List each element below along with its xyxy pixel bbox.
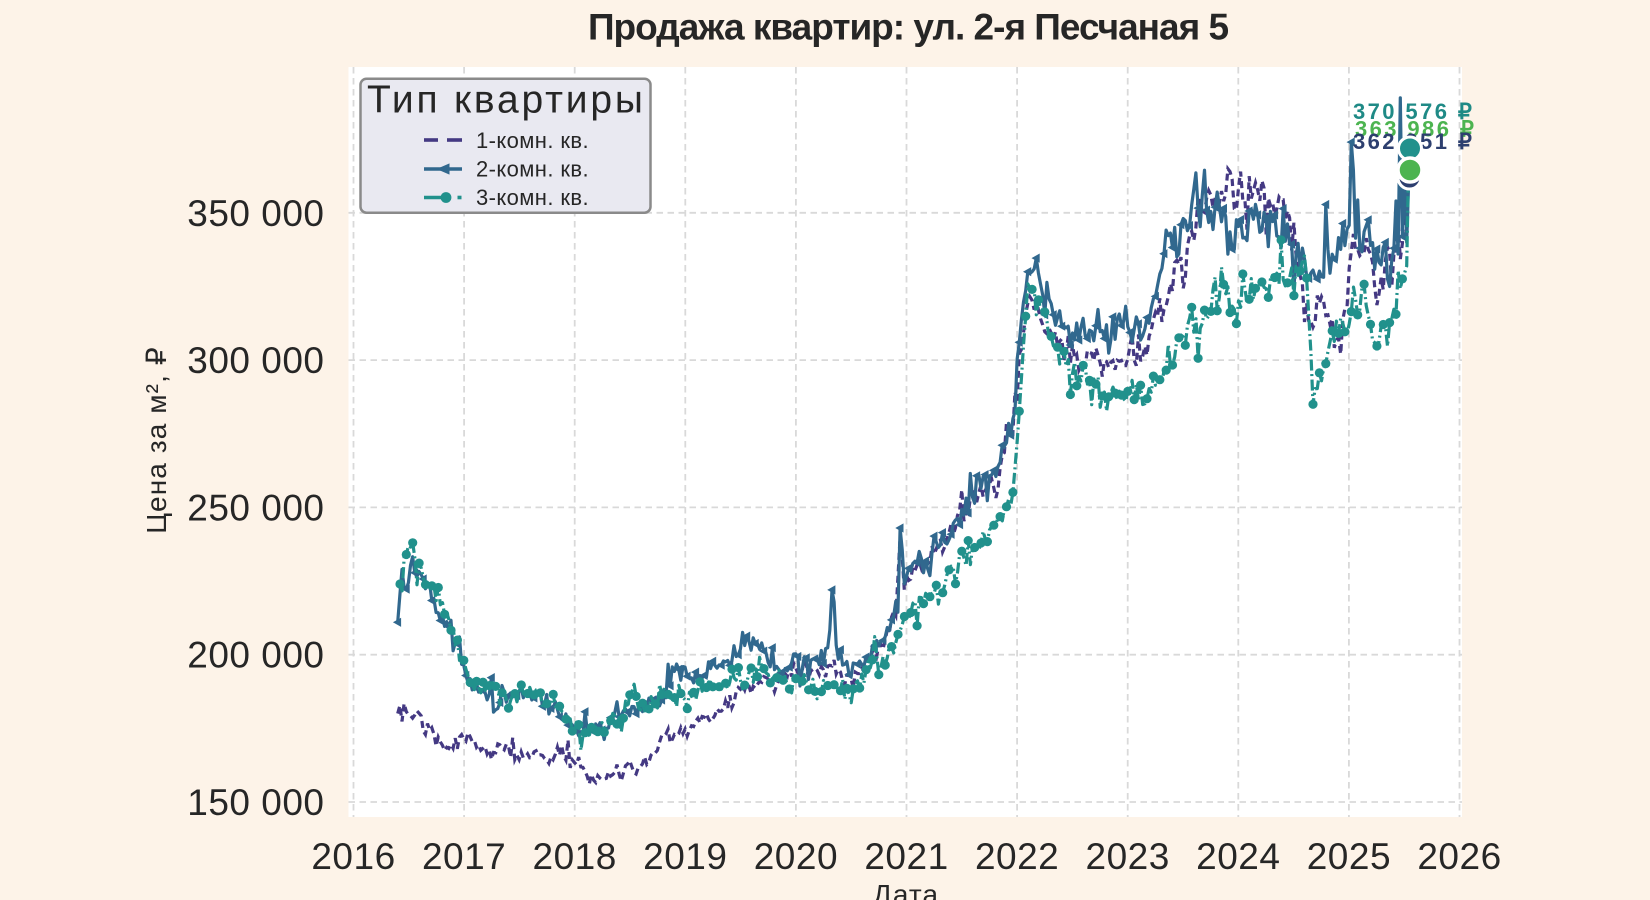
svg-text:2026: 2026 [1417, 836, 1501, 877]
svg-text:350 000: 350 000 [187, 193, 324, 234]
svg-text:2016: 2016 [311, 836, 395, 877]
svg-text:2025: 2025 [1307, 836, 1391, 877]
svg-text:2-комн. кв.: 2-комн. кв. [476, 157, 589, 182]
svg-text:2024: 2024 [1196, 836, 1280, 877]
svg-text:200 000: 200 000 [187, 635, 324, 676]
svg-text:Дата: Дата [873, 879, 939, 900]
svg-text:370 576 ₽: 370 576 ₽ [1353, 99, 1474, 124]
svg-text:2022: 2022 [975, 836, 1059, 877]
svg-text:150 000: 150 000 [187, 782, 324, 823]
svg-text:2021: 2021 [864, 836, 948, 877]
svg-text:2020: 2020 [754, 836, 838, 877]
svg-text:2023: 2023 [1086, 836, 1170, 877]
svg-text:250 000: 250 000 [187, 487, 324, 528]
svg-text:Тип квартиры: Тип квартиры [367, 79, 646, 122]
svg-text:1-комн. кв.: 1-комн. кв. [476, 128, 589, 153]
svg-text:Цена за м², ₽: Цена за м², ₽ [141, 346, 172, 534]
svg-text:Продажа квартир: ул. 2-я Песча: Продажа квартир: ул. 2-я Песчаная 5 [588, 7, 1229, 48]
svg-text:300 000: 300 000 [187, 340, 324, 381]
svg-text:2018: 2018 [533, 836, 617, 877]
svg-text:3-комн. кв.: 3-комн. кв. [476, 185, 589, 210]
svg-text:2017: 2017 [422, 836, 506, 877]
svg-text:2019: 2019 [643, 836, 727, 877]
